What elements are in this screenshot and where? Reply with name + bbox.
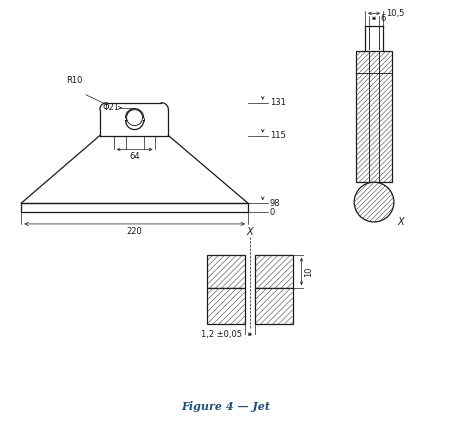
Text: 10: 10 xyxy=(304,266,313,276)
Text: 131: 131 xyxy=(270,98,285,107)
Text: X: X xyxy=(398,217,405,227)
Text: R10: R10 xyxy=(66,77,82,86)
Text: X: X xyxy=(246,227,253,237)
Bar xyxy=(21,203,248,212)
Text: 1,2 ±0,05: 1,2 ±0,05 xyxy=(201,330,242,339)
Text: 10,5: 10,5 xyxy=(386,9,405,18)
Bar xyxy=(356,51,392,182)
Text: 0: 0 xyxy=(270,208,275,217)
Bar xyxy=(207,288,245,324)
Text: 115: 115 xyxy=(270,131,285,140)
Bar xyxy=(255,255,293,288)
Text: 6: 6 xyxy=(380,14,386,23)
Bar xyxy=(255,288,293,324)
Circle shape xyxy=(127,110,143,126)
Circle shape xyxy=(354,182,394,222)
Text: 98: 98 xyxy=(270,199,280,208)
Bar xyxy=(207,255,245,288)
Text: Figure 4 — Jet: Figure 4 — Jet xyxy=(182,401,270,412)
Text: 220: 220 xyxy=(127,227,143,236)
Text: 64: 64 xyxy=(129,152,140,161)
Text: Φ21: Φ21 xyxy=(102,103,119,112)
